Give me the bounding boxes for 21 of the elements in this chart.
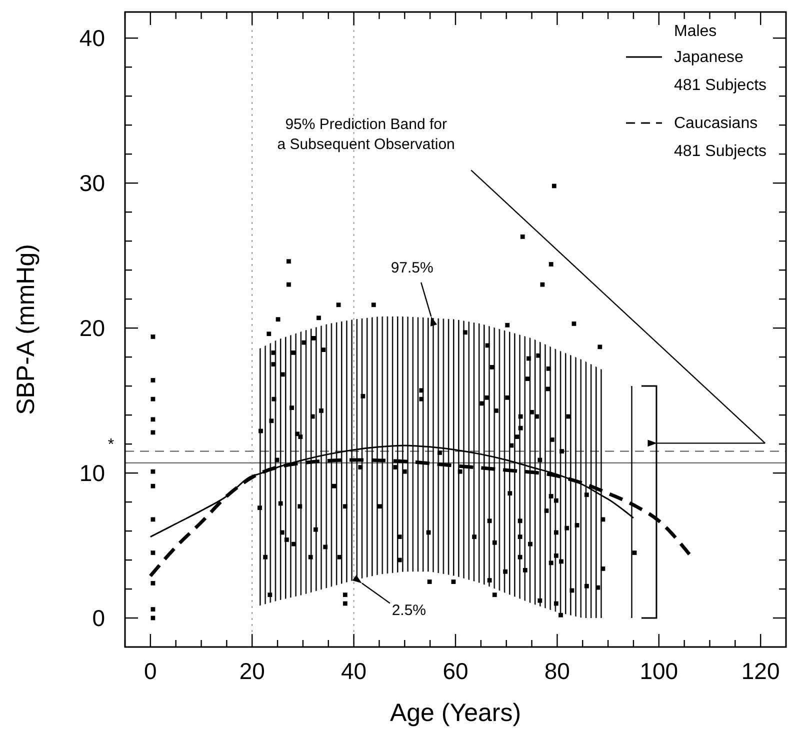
x-axis-title: Age (Years) (390, 699, 522, 727)
y-tick-label: 10 (79, 460, 105, 486)
ref-line-label: * (108, 436, 114, 454)
x-tick-label: 80 (544, 658, 570, 684)
legend-label: Japanese 481 Subjects (674, 49, 767, 94)
x-tick-label: 60 (442, 658, 468, 684)
annotation: 97.5% (390, 259, 434, 276)
y-tick-label: 20 (79, 315, 105, 342)
annotation: 95% Prediction Band for a Subsequent Observation (277, 116, 455, 154)
y-tick-label: 0 (92, 605, 105, 632)
x-tick-label: 0 (144, 658, 157, 684)
x-tick-label: 40 (341, 658, 367, 684)
y-axis-title: SBP-A (mmHg) (12, 244, 40, 415)
y-tick-label: 30 (79, 170, 105, 196)
x-tick-label: 120 (741, 658, 780, 684)
legend-title: Males (674, 23, 717, 40)
legend-label: Caucasians 481 Subjects (674, 115, 767, 160)
x-tick-label: 20 (239, 658, 265, 684)
y-tick-label: 40 (79, 25, 105, 52)
annotation: 2.5% (392, 602, 426, 620)
x-tick-label: 100 (640, 658, 678, 684)
